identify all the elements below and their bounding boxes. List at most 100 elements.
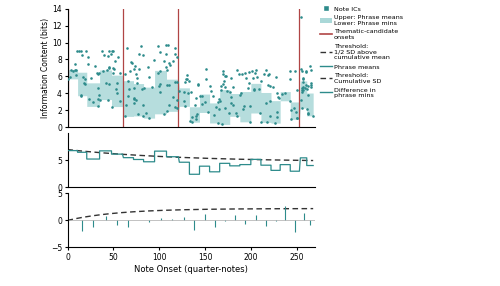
Point — [82, 49, 90, 53]
Point — [162, 83, 170, 87]
Point — [84, 97, 92, 101]
Point — [220, 82, 228, 86]
Point — [220, 106, 228, 110]
Point — [72, 67, 80, 72]
Point — [250, 87, 258, 92]
Point — [116, 99, 124, 104]
Point — [270, 85, 278, 90]
Point — [258, 79, 266, 84]
Point — [271, 121, 279, 126]
Point — [82, 82, 90, 86]
Point — [121, 72, 129, 76]
Point — [290, 106, 298, 110]
Point — [165, 60, 173, 65]
Point — [182, 77, 190, 82]
Point — [307, 83, 315, 88]
Point — [275, 96, 283, 101]
Point — [228, 100, 235, 105]
Point — [198, 94, 205, 98]
Point — [238, 106, 246, 111]
Point — [217, 88, 225, 92]
Point — [69, 68, 77, 73]
Point — [137, 44, 145, 48]
Point — [304, 106, 312, 111]
Point — [130, 101, 138, 105]
Point — [264, 73, 272, 77]
Point — [246, 104, 254, 109]
Point — [227, 95, 235, 99]
Point — [220, 69, 228, 73]
Point — [264, 119, 272, 124]
Point — [95, 71, 103, 76]
Point — [132, 72, 140, 76]
Point — [233, 67, 241, 72]
Point — [235, 72, 243, 76]
Point — [144, 64, 152, 69]
Point — [181, 80, 189, 84]
Point — [224, 110, 232, 115]
Point — [292, 110, 300, 114]
Point — [132, 64, 140, 68]
Point — [155, 83, 163, 88]
Point — [111, 59, 119, 63]
Point — [148, 85, 156, 90]
Point — [300, 76, 308, 80]
Point — [160, 59, 168, 64]
Point — [89, 100, 97, 105]
Point — [194, 112, 202, 117]
Point — [84, 62, 92, 67]
Point — [162, 67, 170, 72]
Point — [300, 85, 308, 90]
Point — [64, 77, 72, 81]
Point — [264, 83, 272, 88]
Point — [170, 80, 178, 85]
Point — [244, 69, 252, 74]
Point — [214, 121, 222, 125]
Point — [248, 69, 256, 74]
Point — [297, 98, 305, 103]
Point — [100, 53, 108, 58]
Point — [138, 53, 146, 57]
Point — [133, 76, 141, 80]
Point — [156, 69, 164, 74]
Point — [309, 114, 317, 118]
Point — [80, 75, 88, 79]
Point — [150, 58, 158, 62]
Point — [246, 120, 254, 124]
Point — [162, 42, 170, 47]
Point — [98, 49, 106, 53]
Point — [125, 87, 133, 92]
Point — [122, 114, 130, 119]
Point — [306, 63, 314, 68]
Point — [156, 50, 164, 55]
Point — [204, 110, 212, 115]
Point — [74, 49, 82, 53]
Point — [77, 94, 85, 98]
Point — [75, 49, 83, 53]
Point — [174, 80, 182, 85]
Point — [140, 86, 148, 90]
Point — [67, 67, 75, 72]
Point — [221, 85, 229, 90]
Point — [156, 82, 164, 86]
Point — [165, 83, 173, 87]
Point — [292, 88, 300, 93]
Point — [198, 102, 205, 107]
Point — [126, 60, 134, 64]
Point — [240, 71, 248, 76]
Point — [216, 84, 224, 88]
Point — [278, 92, 285, 96]
Point — [182, 73, 190, 77]
Point — [216, 99, 224, 104]
Point — [202, 77, 210, 82]
Point — [301, 86, 309, 91]
Point — [162, 65, 170, 69]
Point — [242, 76, 250, 80]
Point — [220, 71, 228, 76]
Point — [102, 80, 110, 85]
Point — [227, 76, 235, 80]
Point — [133, 81, 141, 86]
Point — [130, 95, 138, 100]
Point — [254, 87, 262, 91]
Point — [286, 69, 294, 73]
